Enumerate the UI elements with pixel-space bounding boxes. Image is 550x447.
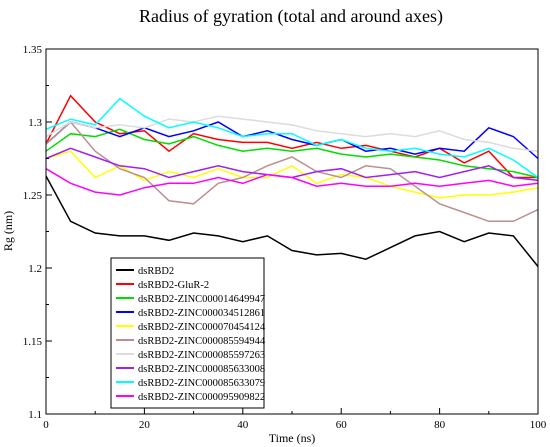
- x-tick-label: 100: [530, 419, 547, 431]
- legend-label-1: dsRBD2-GluR-2: [138, 280, 209, 291]
- legend-label-3: dsRBD2-ZINC000034512861: [138, 308, 265, 319]
- x-tick-label: 40: [237, 419, 249, 431]
- y-tick-label: 1.2: [28, 263, 42, 275]
- x-tick-label: 60: [336, 419, 348, 431]
- series-layer: [45, 94, 539, 267]
- y-axis: 1.1 1.15 1.2 1.25 1.3 1.35: [23, 44, 52, 421]
- legend-label-8: dsRBD2-ZINC000085633079: [138, 378, 265, 389]
- legend-label-4: dsRBD2-ZINC000070454124: [138, 322, 266, 333]
- y-tick-label: 1.3: [28, 117, 42, 129]
- legend-label-7: dsRBD2-ZINC000085633008: [138, 364, 265, 375]
- x-tick-label: 80: [434, 419, 446, 431]
- y-tick-label: 1.25: [23, 190, 43, 202]
- series-line-8: [45, 97, 539, 179]
- legend: dsRBD2 dsRBD2-GluR-2 dsRBD2-ZINC0000146499…: [110, 257, 266, 409]
- legend-label-5: dsRBD2-ZINC000085594944: [138, 336, 266, 347]
- series-line-4: [45, 150, 539, 199]
- y-tick-label: 1.15: [23, 336, 43, 348]
- series-line-0: [45, 175, 539, 267]
- legend-label-2: dsRBD2-ZINC000014649947: [138, 294, 265, 305]
- series-line-6: [45, 115, 539, 152]
- series-line-7: [45, 147, 539, 182]
- y-tick-label: 1.35: [23, 44, 43, 56]
- legend-label-9: dsRBD2-ZINC000095909822: [138, 392, 265, 403]
- x-axis-label: Time (ns): [269, 431, 316, 445]
- x-tick-label: 20: [139, 419, 151, 431]
- chart-title: Radius of gyration (total and around axe…: [139, 6, 443, 27]
- legend-label-6: dsRBD2-ZINC000085597263: [138, 350, 265, 361]
- x-tick-label: 0: [43, 419, 49, 431]
- y-axis-label: Rg (nm): [1, 211, 15, 251]
- series-line-5: [45, 120, 539, 223]
- series-line-3: [45, 121, 539, 160]
- series-line-9: [45, 168, 539, 196]
- legend-label-0: dsRBD2: [138, 266, 174, 277]
- x-axis: 0 20 40 60 80 100: [43, 408, 547, 431]
- y-tick-label: 1.1: [28, 409, 42, 421]
- series-line-2: [45, 128, 539, 179]
- legend-box: [110, 257, 265, 409]
